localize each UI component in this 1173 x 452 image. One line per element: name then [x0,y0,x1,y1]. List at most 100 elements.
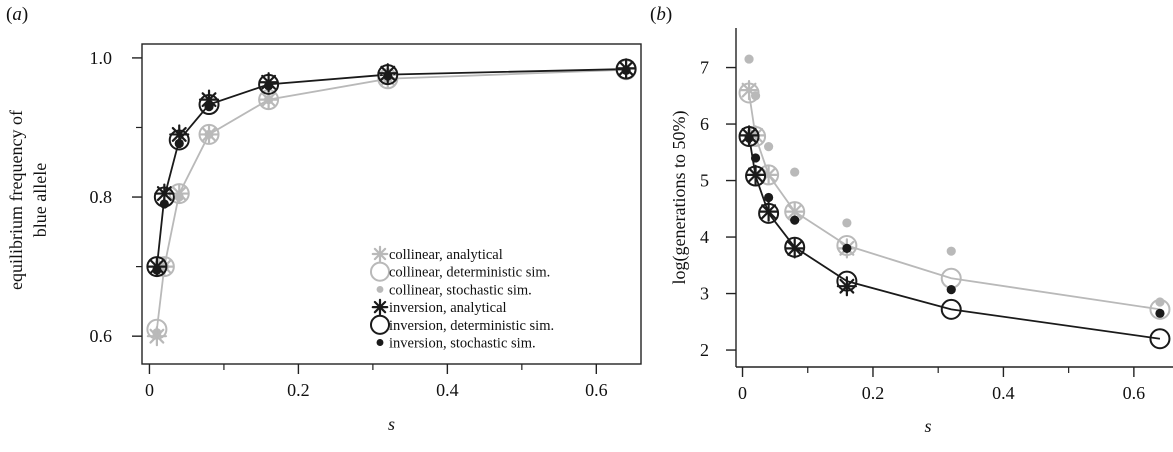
legend-item: collinear, stochastic sim. [376,282,532,298]
asterisk-stroke [741,82,757,98]
legend-marker-dot [376,339,384,346]
asterisk-stroke [201,92,217,108]
asterisk-stroke [761,204,777,220]
asterisk-stroke [380,65,396,81]
data-point-dot [744,54,754,64]
legend-marker-dot [376,285,384,293]
legend-marker-open-circle [369,261,391,282]
y-axis-label-line: blue allele [30,163,50,237]
panel-b-label: (b) [650,4,672,25]
data-point-asterisk [154,183,175,204]
legend-label: inversion, deterministic sim. [389,318,554,334]
data-point-asterisk [738,125,760,146]
legend-label: inversion, analytical [389,300,507,316]
x-tick-label: 0.4 [992,383,1015,403]
asterisk-stroke [787,204,803,220]
legend-label: collinear, deterministic sim. [389,265,550,281]
asterisk-stroke [839,278,855,294]
legend-marker-asterisk [371,298,389,316]
asterisk-stroke [373,247,387,261]
legend-label: inversion, stochastic sim. [389,336,536,352]
asterisk-stroke [787,240,803,256]
asterisk-stroke [741,127,757,143]
data-point-open-circle [940,298,962,320]
x-tick-label: 0.6 [1123,383,1146,403]
asterisk-stroke [618,60,634,76]
series-line [156,68,627,267]
legend: collinear, analytical collinear, determin… [369,245,554,352]
data-point-dot [790,215,800,225]
legend-item: inversion, deterministic sim. [369,314,554,335]
legend-item: inversion, stochastic sim. [376,336,536,352]
data-point-asterisk [198,124,220,145]
data-point-asterisk [169,124,190,145]
data-point-open-circle [1149,328,1171,350]
x-axis-label: s [924,416,931,436]
panel-a-chart: (a) 0 0.2 0.4 0.6 0.6 0.8 1.0 s equilibrium freq… [6,4,642,434]
legend-item: inversion, analytical [371,298,507,316]
data-point-asterisk [146,326,167,347]
asterisk-stroke [149,328,165,344]
series-line [748,92,1161,311]
legend-marker-open-circle [369,314,391,335]
plot-frame [141,43,642,365]
asterisk-stroke [201,126,217,142]
y-tick-label: 6 [700,114,709,134]
x-tick-label: 0.4 [436,380,459,400]
y-tick-label: 0.6 [90,326,113,346]
legend-label: collinear, analytical [389,247,503,263]
x-tick-label: 0.2 [287,380,310,400]
y-tick-label: 1.0 [90,48,113,68]
asterisk-stroke [748,167,764,183]
x-tick-label: 0 [145,380,154,400]
data-point-asterisk [836,276,857,297]
data-point-asterisk [258,72,279,93]
legend-item: collinear, analytical [371,245,503,263]
legend-label: collinear, stochastic sim. [389,282,532,298]
y-tick-label: 5 [700,171,709,191]
series-line [748,136,1161,340]
y-tick-label: 2 [700,340,709,360]
y-axis-label-line: equilibrium frequency of [6,110,26,290]
y-tick-label: 3 [700,284,709,304]
data-point-dot [1155,308,1165,318]
legend-marker-asterisk [371,245,389,263]
asterisk-stroke [261,92,277,108]
data-point-asterisk [738,80,760,101]
x-axis-label: s [388,414,395,434]
data-point-open-circle [1149,298,1171,320]
asterisk-stroke [149,259,165,275]
asterisk-stroke [156,186,172,202]
data-point-asterisk [784,201,805,222]
data-point-dot [764,142,774,152]
y-tick-label: 0.8 [90,187,113,207]
x-tick-label: 0.2 [862,383,885,403]
asterisk-stroke [171,186,187,202]
panel-a-label: (a) [6,4,28,25]
panel-b-chart: (b) 0 0.2 0.4 0.6 2 3 4 5 6 7 s log(generations to … [650,4,1173,436]
data-point-asterisk [784,238,805,259]
data-point-dot [764,192,774,203]
asterisk-stroke [171,126,187,142]
y-tick-label: 7 [700,58,709,78]
x-tick-label: 0 [738,383,747,403]
x-tick-label: 0.6 [585,380,608,400]
data-point-asterisk [616,58,637,79]
asterisk-stroke [261,74,277,90]
asterisk-stroke [373,300,387,314]
data-point-asterisk [146,256,167,277]
data-point-asterisk [758,201,779,222]
legend-item: collinear, deterministic sim. [369,261,550,282]
data-point-dot [1155,297,1165,307]
y-axis-label: log(generations to 50%) [669,111,690,285]
data-point-asterisk [377,63,398,84]
data-point-dot [946,246,956,256]
data-point-dot [842,218,852,228]
data-point-dot [790,167,800,177]
y-tick-label: 4 [700,227,709,247]
data-point-asterisk [198,89,220,110]
data-point-dot [842,243,852,253]
data-point-asterisk [745,164,766,185]
data-point-dot [946,284,956,295]
